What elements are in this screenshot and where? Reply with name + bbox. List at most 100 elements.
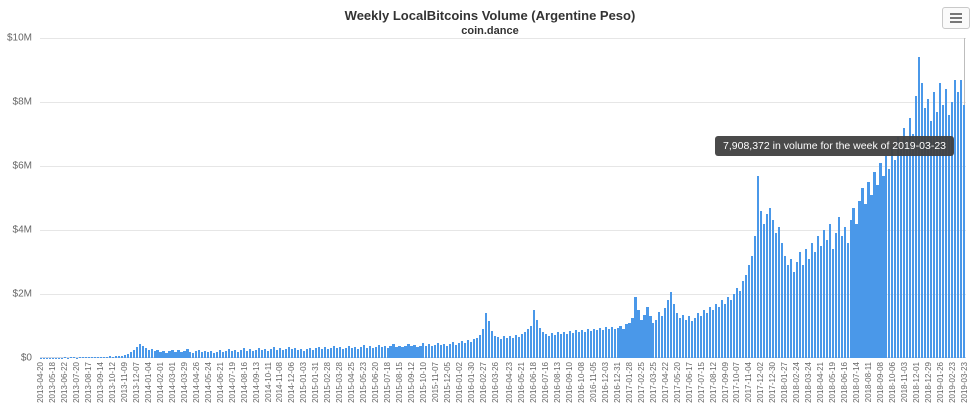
bar[interactable] [721, 300, 724, 358]
bar[interactable] [924, 108, 927, 358]
bar[interactable] [311, 349, 314, 358]
bar[interactable] [422, 343, 425, 358]
bar[interactable] [514, 334, 518, 358]
bar[interactable] [735, 287, 739, 358]
bar[interactable] [747, 265, 751, 358]
bar[interactable] [861, 188, 864, 358]
bar[interactable] [589, 331, 592, 358]
bar[interactable] [559, 334, 562, 358]
bar[interactable] [945, 89, 948, 358]
bar[interactable] [517, 336, 521, 358]
bar[interactable] [583, 331, 586, 358]
bar[interactable] [610, 326, 613, 358]
bar[interactable] [673, 303, 676, 358]
bar[interactable] [532, 310, 535, 358]
bar[interactable] [141, 345, 144, 358]
bar[interactable] [918, 57, 921, 358]
bar[interactable] [192, 352, 195, 358]
bar[interactable] [320, 349, 323, 358]
bar[interactable] [930, 121, 933, 358]
bar[interactable] [356, 348, 359, 358]
bar[interactable] [816, 236, 819, 358]
bar[interactable] [679, 318, 682, 358]
bar[interactable] [395, 346, 398, 358]
bar[interactable] [759, 210, 763, 358]
bar[interactable] [634, 297, 637, 358]
bar[interactable] [780, 242, 783, 358]
bar[interactable] [670, 292, 673, 358]
bar[interactable] [694, 318, 697, 358]
bar[interactable] [108, 356, 111, 358]
bar[interactable] [529, 326, 533, 358]
bar[interactable] [544, 334, 547, 358]
bar[interactable] [204, 350, 207, 358]
bar[interactable] [795, 262, 798, 358]
bar[interactable] [198, 350, 201, 358]
bar[interactable] [801, 265, 804, 358]
bar[interactable] [810, 242, 813, 358]
bar[interactable] [613, 328, 616, 358]
bar[interactable] [419, 345, 422, 358]
bar[interactable] [960, 79, 963, 358]
bar[interactable] [915, 95, 918, 358]
bar[interactable] [703, 310, 706, 358]
bar[interactable] [538, 327, 541, 358]
bar[interactable] [84, 357, 87, 358]
bar[interactable] [213, 352, 216, 358]
bar[interactable] [117, 356, 120, 358]
bar[interactable] [72, 357, 75, 358]
bar[interactable] [434, 344, 437, 358]
bar[interactable] [347, 345, 350, 358]
bar[interactable] [461, 341, 464, 358]
bar[interactable] [655, 319, 658, 358]
bar[interactable] [123, 355, 126, 358]
bar[interactable] [667, 300, 670, 358]
bar[interactable] [470, 342, 473, 358]
bar[interactable] [380, 347, 383, 358]
bar[interactable] [219, 350, 222, 358]
bar[interactable] [897, 137, 900, 358]
bar[interactable] [562, 331, 565, 358]
bar[interactable] [631, 318, 634, 358]
bar[interactable] [299, 348, 303, 358]
bar[interactable] [508, 335, 512, 358]
bar[interactable] [482, 329, 485, 358]
bar[interactable] [63, 357, 67, 358]
bar[interactable] [171, 349, 174, 358]
bar[interactable] [165, 352, 168, 358]
bar[interactable] [586, 329, 589, 358]
bar[interactable] [153, 351, 156, 358]
bar[interactable] [604, 327, 607, 358]
bar[interactable] [738, 290, 742, 358]
bar[interactable] [894, 159, 897, 358]
bar[interactable] [102, 356, 105, 358]
bar[interactable] [177, 350, 180, 358]
bar[interactable] [598, 327, 601, 358]
bar[interactable] [574, 330, 577, 358]
bar[interactable] [93, 357, 96, 358]
bar[interactable] [891, 146, 894, 358]
bar[interactable] [264, 348, 267, 358]
bar[interactable] [643, 314, 646, 358]
bar[interactable] [652, 322, 655, 358]
bar[interactable] [948, 114, 951, 358]
bar[interactable] [332, 346, 335, 358]
bar[interactable] [813, 252, 816, 358]
bar[interactable] [449, 344, 452, 358]
bar[interactable] [275, 349, 279, 358]
bar[interactable] [323, 347, 326, 358]
export-menu-button[interactable] [942, 7, 970, 29]
bar[interactable] [207, 352, 210, 358]
bar[interactable] [625, 324, 628, 358]
bar[interactable] [162, 350, 165, 358]
bar[interactable] [601, 329, 604, 358]
bar[interactable] [87, 357, 90, 358]
bar[interactable] [389, 346, 392, 358]
bar[interactable] [595, 330, 598, 358]
bar[interactable] [96, 356, 99, 358]
bar[interactable] [730, 300, 733, 358]
bar[interactable] [637, 310, 640, 358]
bar[interactable] [804, 249, 807, 358]
bar[interactable] [873, 172, 876, 358]
bar[interactable] [553, 334, 556, 358]
